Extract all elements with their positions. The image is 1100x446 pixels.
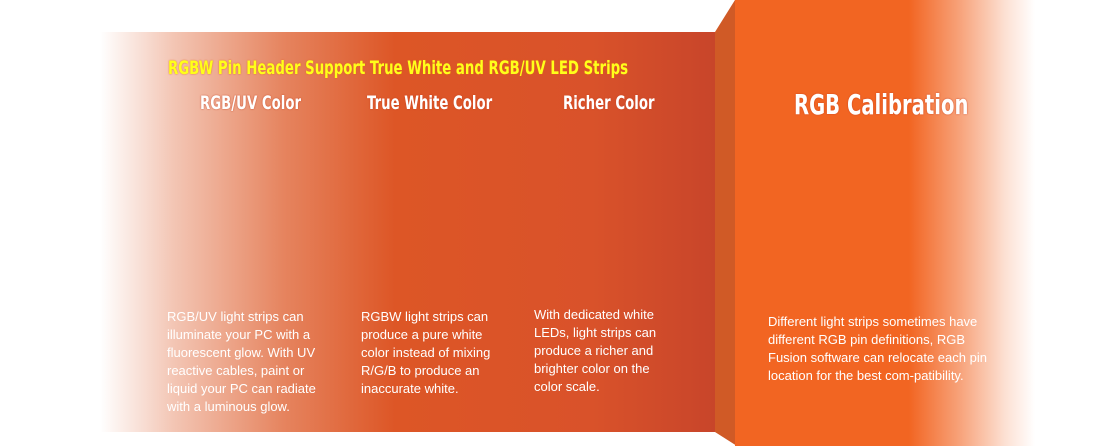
text-richer-color: With dedicated white LEDs, light strips … — [534, 307, 657, 394]
heading-richer-color: Richer Color — [563, 92, 655, 114]
text-rgb-uv: RGB/UV light strips can illuminate your … — [167, 309, 316, 414]
heading-true-white: True White Color — [367, 92, 493, 114]
text-rgb-calibration: Different light strips sometimes have di… — [768, 314, 987, 383]
heading-rgb-uv: RGB/UV Color — [200, 92, 302, 114]
heading-rgb-calibration: RGB Calibration — [794, 88, 969, 121]
rgbw-panel — [100, 32, 715, 432]
calibration-panel — [735, 0, 1035, 446]
panel-side-face — [715, 0, 737, 446]
text-true-white: RGBW light strips can produce a pure whi… — [361, 309, 491, 396]
banner-title: RGBW Pin Header Support True White and R… — [168, 57, 629, 79]
